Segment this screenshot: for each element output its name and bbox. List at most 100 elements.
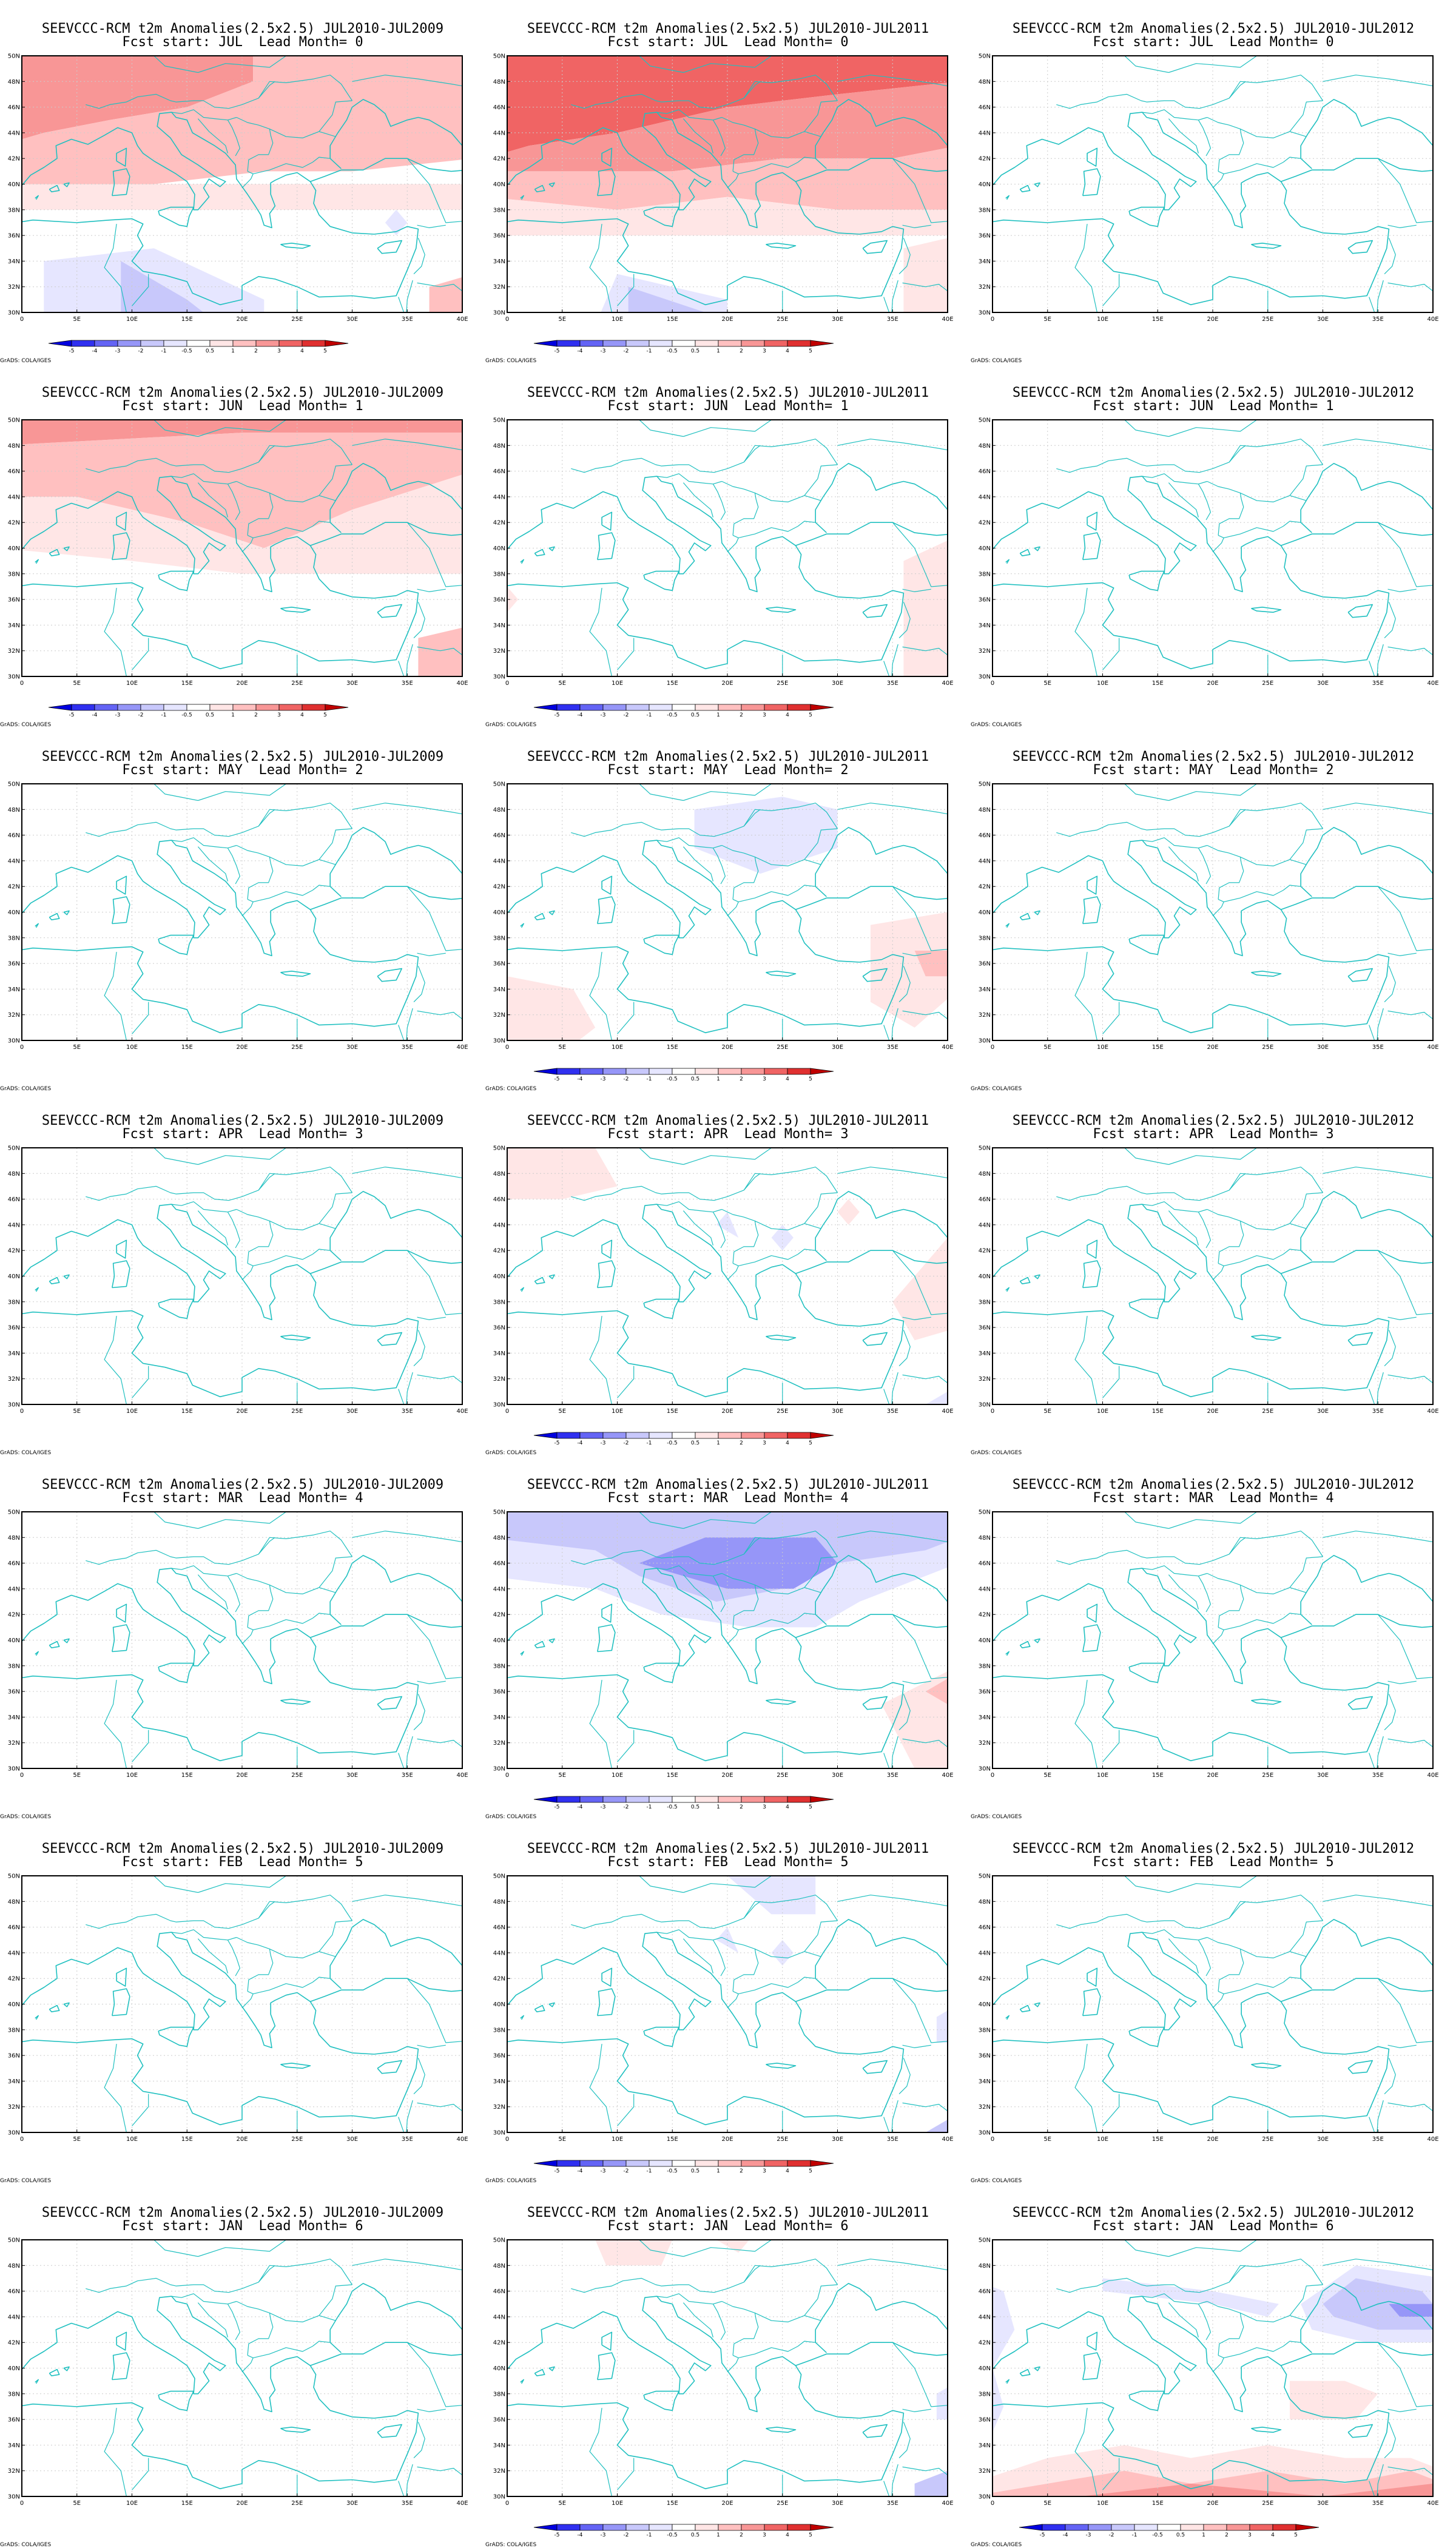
country-border: [1056, 1167, 1324, 1201]
y-tick-label: 36N: [8, 1325, 20, 1332]
country-border: [1168, 2302, 1199, 2337]
coastline: [35, 559, 39, 564]
anomaly-shading: [881, 1671, 948, 1768]
coastline: [601, 1239, 613, 1259]
y-tick-label: 32N: [493, 648, 505, 655]
anomaly-shading: [1080, 2483, 1433, 2496]
y-tick-label: 38N: [979, 571, 991, 578]
country-border: [1218, 161, 1284, 175]
coastline: [597, 1988, 616, 2017]
coastline: [1300, 2283, 1433, 2353]
country-border: [902, 1316, 931, 1320]
colorbar-label: -0.5: [667, 348, 678, 354]
x-tick-label: 30E: [1317, 1772, 1329, 1779]
country-border: [755, 493, 821, 502]
y-tick-label: 34N: [979, 986, 991, 993]
y-tick-label: 48N: [493, 1171, 505, 1178]
y-tick-label: 38N: [979, 2027, 991, 2034]
coastline: [597, 896, 616, 925]
x-tick-label: 30E: [346, 680, 358, 687]
colorbar-label: -3: [601, 348, 606, 354]
coastline: [1300, 1919, 1433, 1989]
coastline: [507, 1932, 796, 2049]
y-tick-label: 42N: [493, 156, 505, 163]
coastline: [1082, 2352, 1101, 2381]
x-tick-label: 0: [505, 2500, 509, 2507]
map-plot: 0 5E 10E 15E 20E 25E 30E 35E 40E30N32N34N36N38N4…: [979, 781, 1439, 1051]
country-border: [1323, 1167, 1433, 1179]
country-border: [883, 2117, 890, 2132]
map-plot: 0 5E 10E 15E 20E 25E 30E 35E 40E30N32N34N36N38N4…: [8, 1145, 468, 1415]
anomaly-shading: [914, 2470, 948, 2496]
y-tick-label: 48N: [493, 1535, 505, 1542]
coastline: [112, 1260, 130, 1289]
country-border: [417, 952, 446, 956]
anomaly-shading: [716, 2240, 750, 2253]
panel-title: SEEVCCC-RCM t2m Anomalies(2.5x2.5) JUL20…: [41, 1477, 444, 1492]
colorbar-label: -0.5: [667, 1076, 678, 1082]
y-tick-label: 46N: [493, 1924, 505, 1931]
colorbar-cell: [48, 704, 72, 711]
anomaly-shading: [727, 1876, 816, 1915]
coastline: [329, 99, 462, 169]
x-tick-label: 40E: [942, 2500, 953, 2507]
colorbar-label: -3: [601, 1440, 606, 1446]
country-border: [241, 1630, 254, 1645]
country-border: [318, 1192, 352, 1224]
country-border: [712, 2304, 726, 2341]
colorbar-label: 3: [277, 712, 281, 718]
panel-title: SEEVCCC-RCM t2m Anomalies(2.5x2.5) JUL20…: [41, 21, 444, 36]
colorbar-cell: [556, 1796, 581, 1803]
colorbar-label: -2: [624, 712, 629, 718]
x-tick-label: 15E: [667, 2500, 678, 2507]
panel-subtitle: Fcst start: JAN Lead Month= 6: [122, 2219, 363, 2234]
country-border: [352, 1895, 462, 1907]
x-tick-label: 5E: [558, 680, 566, 687]
country-border: [1124, 56, 1169, 73]
y-tick-label: 32N: [493, 2104, 505, 2111]
x-tick-label: 0: [505, 1044, 509, 1051]
coastline: [601, 147, 613, 167]
colorbar-cell: [787, 2160, 811, 2167]
x-tick-label: 15E: [667, 1044, 678, 1051]
country-border: [755, 1949, 821, 1958]
country-border: [721, 844, 759, 900]
country-border: [797, 521, 816, 527]
anomaly-shading: [22, 474, 462, 574]
colorbar-cell: [787, 2524, 811, 2531]
colorbar-label: 2: [254, 712, 258, 718]
map-plot: 0 5E 10E 15E 20E 25E 30E 35E 40E30N32N34N36N38N4…: [493, 1873, 954, 2175]
country-border: [1212, 902, 1224, 917]
colorbar-label: -4: [578, 712, 583, 718]
country-border: [1168, 2240, 1257, 2257]
country-border: [898, 1694, 911, 1731]
colorbar-label: 4: [786, 1076, 789, 1082]
coastline: [377, 240, 402, 254]
colorbar-cell: [625, 2524, 650, 2531]
panel-title: SEEVCCC-RCM t2m Anomalies(2.5x2.5) JUL20…: [527, 2205, 929, 2220]
colorbar-cell: [625, 1796, 650, 1803]
country-border: [892, 522, 948, 587]
y-tick-label: 42N: [8, 884, 20, 891]
colorbar-label: 0.5: [691, 2168, 699, 2174]
country-border: [892, 886, 948, 951]
coastline: [280, 2427, 311, 2433]
colorbar-label: -5: [554, 1440, 560, 1446]
colorbar-label: -4: [92, 712, 98, 718]
map-panel: SEEVCCC-RCM t2m Anomalies(2.5x2.5) JUL20…: [0, 1092, 485, 1457]
colorbar-label: 0.5: [691, 1804, 699, 1810]
country-border: [318, 1920, 352, 1952]
grads-credit: GrADS: COLA/IGES: [0, 1450, 52, 1456]
colorbar-label: 1: [716, 2532, 720, 2538]
x-tick-label: 10E: [1097, 1044, 1108, 1051]
y-tick-label: 50N: [8, 1873, 20, 1880]
country-border: [153, 2240, 198, 2257]
country-border: [269, 1585, 336, 1594]
colorbar-cell: [810, 704, 834, 711]
colorbar-label: -4: [578, 1076, 583, 1082]
country-border: [804, 1556, 838, 1588]
y-tick-label: 34N: [493, 1350, 505, 1357]
grads-credit: GrADS: COLA/IGES: [485, 1086, 537, 1092]
y-tick-label: 32N: [979, 284, 991, 291]
country-border: [639, 1876, 684, 1893]
